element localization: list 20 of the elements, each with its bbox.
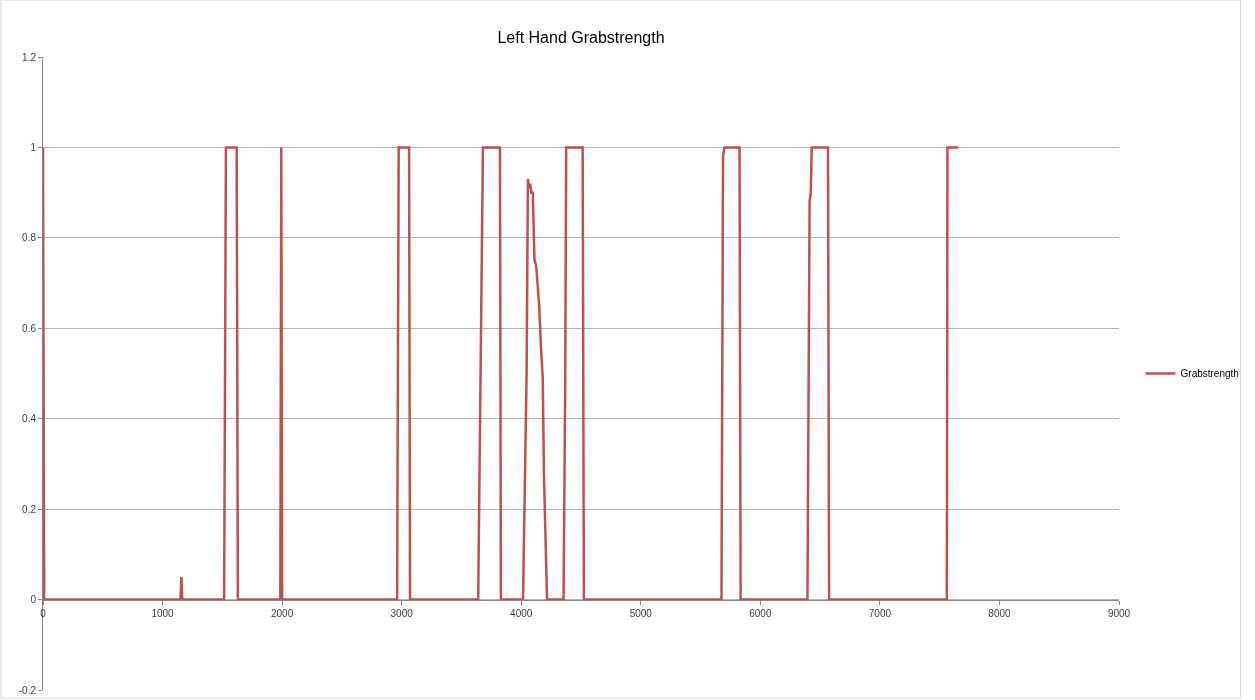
- legend-label: Grabstrength: [1180, 368, 1239, 380]
- x-tick-label: 2000: [270, 607, 294, 619]
- x-tick-label: 9000: [1107, 607, 1131, 619]
- y-tick-label: 0.2: [22, 503, 37, 515]
- y-tick-label: -0.2: [18, 684, 37, 696]
- y-tick-label: 1: [30, 141, 37, 153]
- y-tick-label: 0: [30, 594, 37, 606]
- x-tick-label: 3000: [390, 607, 414, 619]
- line-series: [43, 146, 960, 601]
- x-tick-label: 5000: [629, 607, 653, 619]
- x-tick-label: 1000: [151, 607, 175, 619]
- x-tick-label: 4000: [510, 607, 533, 619]
- y-tick-label: 0.4: [22, 413, 37, 425]
- x-tick-label: 8000: [988, 607, 1011, 619]
- y-tick-label: 1.2: [22, 51, 37, 63]
- y-tick-label: 0.6: [22, 322, 37, 334]
- y-tick-label: 0.8: [22, 232, 37, 244]
- chart-title: Left Hand Grabstrength: [497, 28, 665, 46]
- x-tick-label: 6000: [749, 607, 772, 619]
- x-tick-label: 7000: [868, 607, 892, 619]
